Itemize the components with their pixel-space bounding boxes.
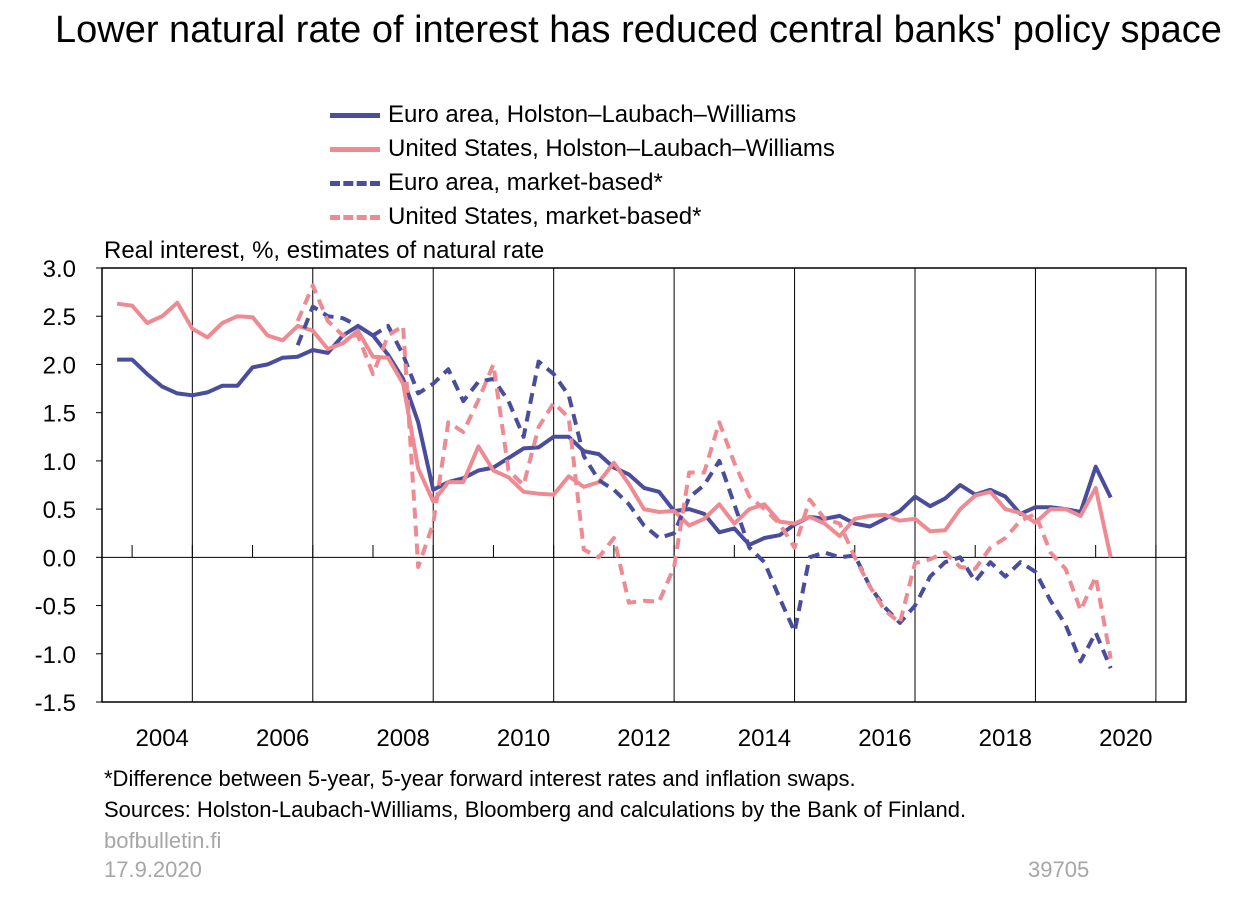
y-tick-label: 1.5 [43, 401, 76, 428]
x-tick-label: 2020 [1099, 725, 1152, 752]
x-tick-label: 2012 [617, 725, 670, 752]
legend-swatch-euro-hlw [330, 112, 380, 118]
x-tick-label: 2014 [738, 725, 791, 752]
y-tick-label: 2.5 [43, 304, 76, 331]
y-tick-label: 0.0 [43, 545, 76, 572]
x-tick-label: 2004 [136, 725, 189, 752]
axis-ticks [96, 267, 1157, 703]
y-tick-label: -1.0 [35, 642, 76, 669]
legend-swatch-us-hlw [330, 146, 380, 152]
legend-swatch-euro-market [330, 180, 380, 186]
series-line [117, 323, 1113, 547]
y-tick-label: 3.0 [43, 256, 76, 283]
x-tick-label: 2018 [979, 725, 1032, 752]
y-axis-labels: 3.0 2.5 2.0 1.5 1.0 0.5 0.0 -0.5 -1.0 -1.5 [35, 256, 76, 717]
y-tick-label: 0.5 [43, 497, 76, 524]
sources: Sources: Holston-Laubach-Williams, Bloom… [104, 797, 967, 822]
y-tick-label: 2.0 [43, 352, 76, 379]
x-tick-label: 2006 [256, 725, 309, 752]
legend-label-euro-market: Euro area, market-based* [388, 169, 663, 196]
site-label: bofbulletin.fi [104, 828, 222, 853]
legend-label-euro-hlw: Euro area, Holston–Laubach–Williams [388, 101, 797, 128]
chart-id: 39705 [1028, 857, 1090, 882]
date-label: 17.9.2020 [104, 857, 202, 882]
chart-title: Lower natural rate of interest has reduc… [55, 9, 1222, 51]
x-tick-label: 2010 [497, 725, 550, 752]
legend-label-us-market: United States, market-based* [388, 203, 702, 230]
chart-legend: Euro area, Holston–Laubach–Williams Unit… [330, 98, 835, 234]
legend-swatch-us-market [330, 214, 380, 220]
legend-item-euro-hlw: Euro area, Holston–Laubach–Williams [330, 98, 835, 132]
series-lines [116, 283, 1113, 669]
footnote: *Difference between 5-year, 5-year forwa… [104, 766, 856, 791]
x-axis-labels: 2004 2006 2008 2010 2012 2014 2016 2018 2020 [136, 725, 1153, 752]
x-tick-label: 2008 [376, 725, 429, 752]
legend-item-us-hlw: United States, Holston–Laubach–Williams [330, 132, 835, 166]
series-line [295, 283, 1113, 659]
legend-item-euro-market: Euro area, market-based* [330, 166, 835, 200]
series-line [295, 304, 1113, 669]
plot-area [101, 267, 1187, 703]
y-tick-label: -1.5 [35, 690, 76, 717]
x-tick-label: 2016 [858, 725, 911, 752]
legend-item-us-market: United States, market-based* [330, 200, 835, 234]
y-tick-label: -0.5 [35, 594, 76, 621]
series-line [116, 300, 1113, 558]
legend-label-us-hlw: United States, Holston–Laubach–Williams [388, 135, 835, 162]
chart-subtitle: Real interest, %, estimates of natural r… [104, 237, 545, 264]
y-tick-label: 1.0 [43, 449, 76, 476]
